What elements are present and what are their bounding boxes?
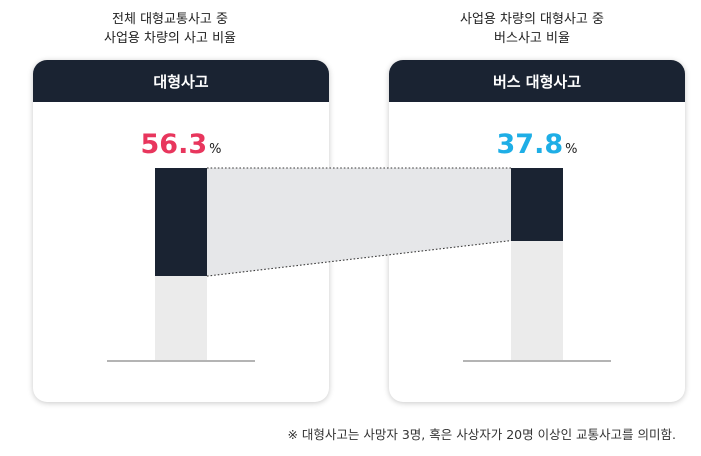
panel-header-left: 대형사고 (33, 60, 329, 102)
bar-left-filled (155, 168, 207, 277)
panel-header-right: 버스 대형사고 (389, 60, 685, 102)
unit-left: % (209, 142, 222, 157)
bar-left (155, 168, 207, 360)
caption-left-line-2: 사업용 차량의 사고 비율 (104, 31, 236, 46)
bar-right-filled (511, 168, 563, 241)
caption-left-line-1: 전체 대형교통사고 중 (112, 12, 228, 27)
value-label-right: 37.8% (467, 129, 607, 160)
value-label-left: 56.3% (111, 129, 251, 160)
value-left: 56.3 (140, 129, 208, 160)
footnote: ※ 대형사고는 사망자 3명, 혹은 사상자가 20명 이상인 교통사고를 의미… (287, 427, 676, 442)
value-right: 37.8 (496, 129, 564, 160)
caption-right-line-2: 버스사고 비율 (494, 31, 570, 46)
caption-left: 전체 대형교통사고 중 사업용 차량의 사고 비율 (20, 10, 320, 48)
caption-right: 사업용 차량의 대형사고 중 버스사고 비율 (382, 10, 682, 48)
caption-right-line-1: 사업용 차량의 대형사고 중 (460, 12, 604, 27)
bar-right (511, 168, 563, 360)
baseline-left (107, 360, 255, 362)
bar-right-remainder (511, 240, 563, 360)
unit-right: % (565, 142, 578, 157)
baseline-right (463, 360, 611, 362)
bar-left-remainder (155, 276, 207, 360)
